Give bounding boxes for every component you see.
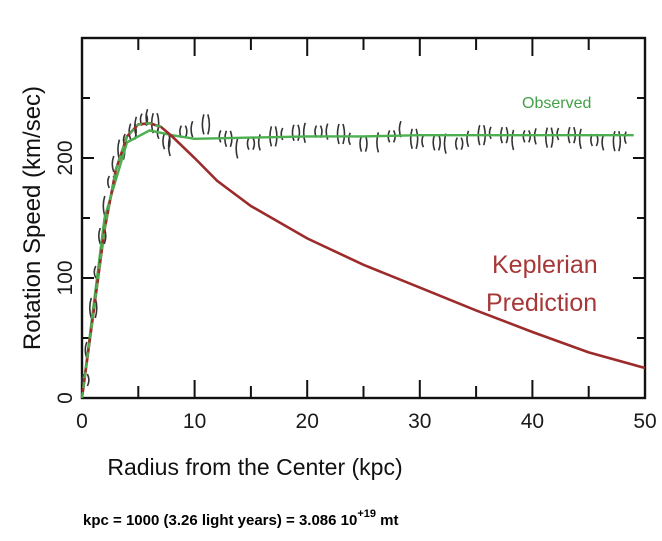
axis-ticks xyxy=(82,38,645,398)
observed-data-point xyxy=(359,135,368,152)
observed-data-point xyxy=(347,132,351,146)
footnote-main: kpc = 1000 (3.26 light years) = 3.086 10 xyxy=(83,512,357,529)
footnote: kpc = 1000 (3.26 light years) = 3.086 10… xyxy=(83,508,399,529)
keplerian-inner-dashed-line xyxy=(80,122,162,399)
observed-data-point xyxy=(201,114,211,135)
footnote-unit: mt xyxy=(376,512,399,529)
observed-data-point xyxy=(190,120,194,138)
observed-data-point xyxy=(336,123,346,145)
footnote-superscript: +19 xyxy=(357,508,376,520)
keplerian-label-line2: Prediction xyxy=(486,289,597,317)
x-tick-label: 0 xyxy=(76,410,88,433)
observed-data-point xyxy=(280,127,284,141)
observed-data-point xyxy=(302,122,306,144)
observed-data-point xyxy=(291,124,301,142)
observed-data-points xyxy=(81,108,627,387)
x-tick-label: 50 xyxy=(633,410,656,433)
observed-data-point xyxy=(409,128,419,150)
x-axis-label: Radius from the Center (kpc) xyxy=(107,454,402,480)
observed-data-point xyxy=(167,135,171,157)
observed-data-point xyxy=(257,134,261,151)
plot-frame xyxy=(80,36,647,400)
observed-data-point xyxy=(93,265,97,279)
observed-data-point xyxy=(218,130,222,143)
observed-data-point xyxy=(246,137,256,150)
y-tick-label: 100 xyxy=(54,260,77,295)
y-tick-label: 0 xyxy=(54,392,77,404)
observed-data-point xyxy=(376,132,380,153)
observed-data-point xyxy=(466,130,470,148)
x-tick-label: 10 xyxy=(183,410,206,433)
x-tick-label: 30 xyxy=(408,410,431,433)
observed-data-point xyxy=(612,130,622,152)
observed-data-point xyxy=(443,133,447,154)
y-axis-label: Rotation Speed (km/sec) xyxy=(19,86,46,350)
observed-data-point xyxy=(511,129,515,151)
observed-data-point xyxy=(102,195,106,217)
x-tick-label: 40 xyxy=(521,410,544,433)
observed-data-point xyxy=(623,131,627,144)
observed-data-point xyxy=(432,134,441,151)
observed-data-point xyxy=(544,127,554,148)
observed-data-point xyxy=(235,138,239,159)
observed-label: Observed xyxy=(522,95,591,112)
observed-data-point xyxy=(601,134,605,151)
observed-data-point xyxy=(488,126,492,140)
observed-data-point xyxy=(454,137,464,150)
observed-data-point xyxy=(578,128,582,150)
observed-data-point xyxy=(111,155,115,173)
observed-data-point xyxy=(421,134,425,148)
x-tick-label: 20 xyxy=(296,410,319,433)
axis-tick-labels: 0 10 20 30 40 50 0 100 200 xyxy=(54,140,657,433)
observed-data-point xyxy=(325,123,329,140)
keplerian-label-line1: Keplerian xyxy=(492,251,598,279)
y-tick-label: 200 xyxy=(54,140,77,175)
observed-fit-line xyxy=(80,129,634,399)
